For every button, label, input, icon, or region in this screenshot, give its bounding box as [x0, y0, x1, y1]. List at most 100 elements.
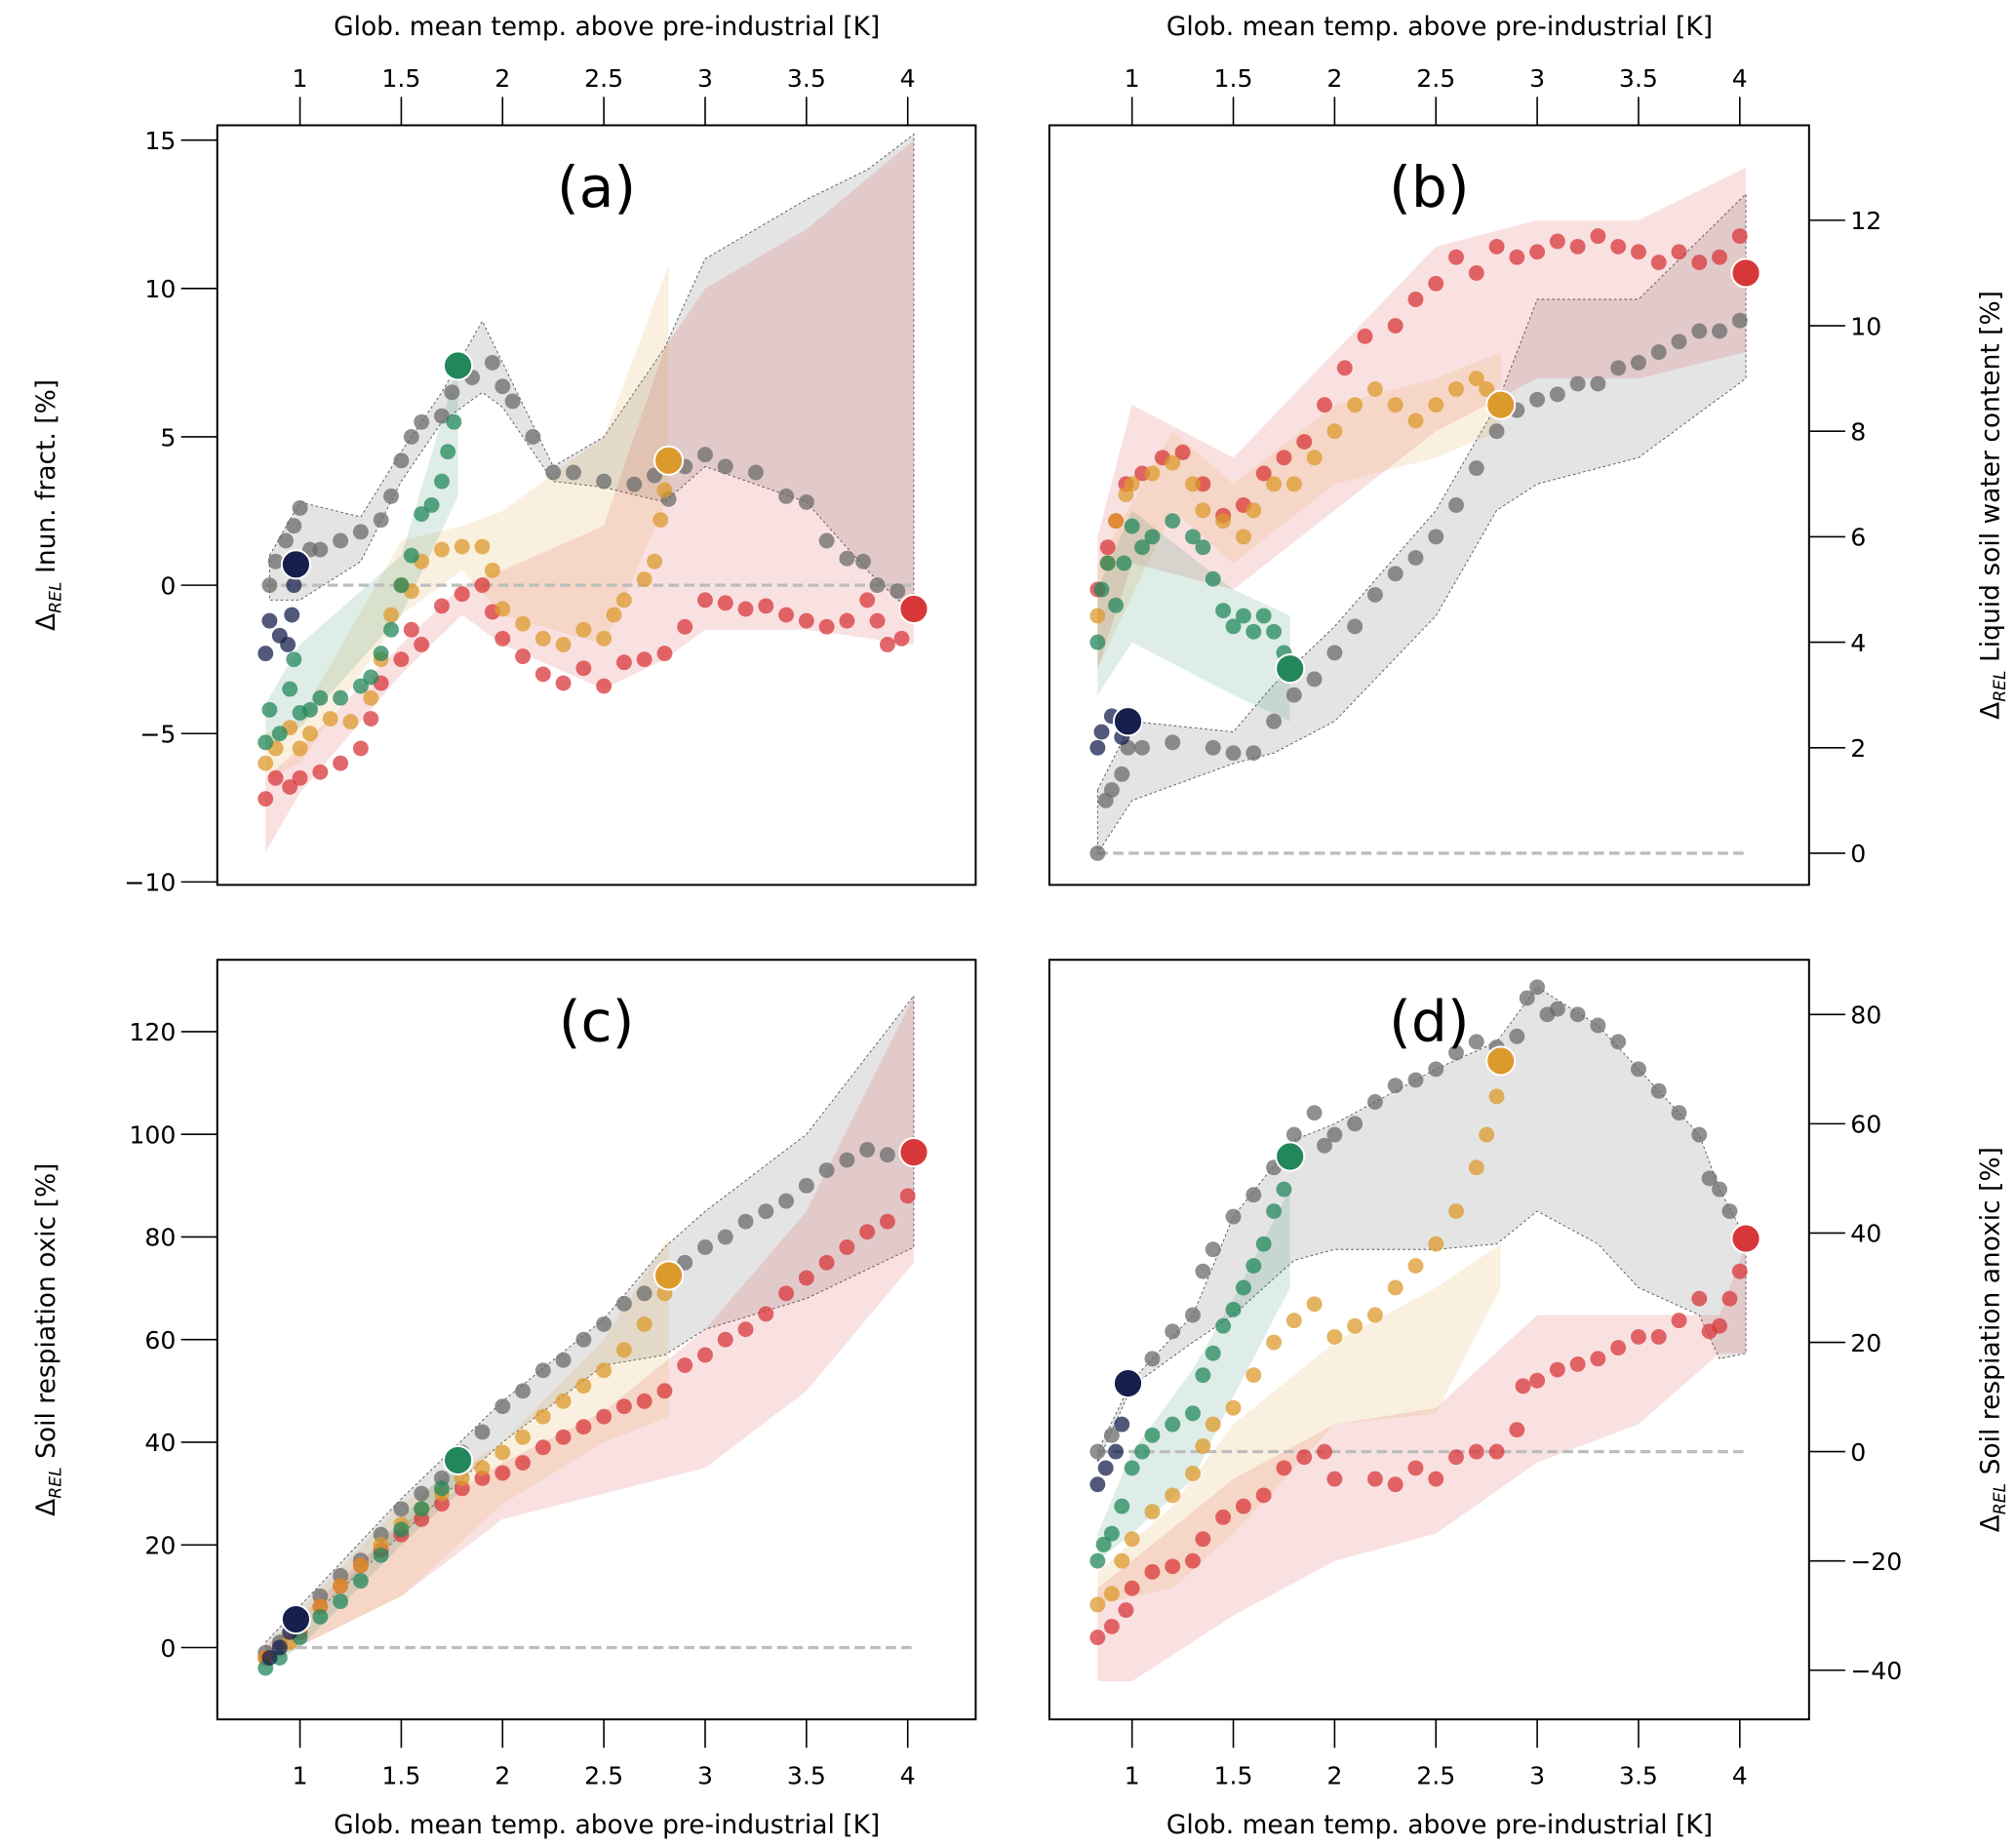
y-tick-label: −10 — [124, 869, 176, 897]
y-label-delta: Δ — [31, 613, 61, 631]
data-point-gray — [1428, 1061, 1444, 1078]
data-point-red — [1165, 1558, 1181, 1575]
data-point-red — [1296, 1449, 1313, 1466]
data-point-red — [1691, 255, 1708, 271]
data-point-navy — [280, 637, 296, 652]
data-point-red — [403, 621, 419, 638]
data-point-gray — [1468, 460, 1484, 477]
data-point-green — [1114, 1498, 1130, 1514]
axes-frame — [1048, 959, 1810, 1721]
data-point-gray — [545, 464, 562, 481]
data-point-orange — [1428, 397, 1444, 413]
data-point-gray — [278, 532, 294, 549]
data-point-orange — [1306, 1296, 1323, 1313]
x-tick-label: 4 — [900, 64, 916, 93]
data-point-gray — [1103, 1427, 1120, 1443]
data-point-orange — [342, 714, 359, 730]
data-point-gray — [1366, 1094, 1383, 1110]
data-point-red — [1529, 244, 1546, 260]
data-point-gray — [778, 488, 795, 504]
data-point-gray — [474, 1424, 491, 1440]
data-point-gray — [1631, 1061, 1646, 1078]
data-point-orange — [474, 538, 491, 555]
data-point-red — [363, 711, 379, 727]
data-point-red — [1089, 1630, 1106, 1646]
end-marker-orange — [1485, 1045, 1517, 1077]
x-tick-label: 2 — [494, 64, 510, 93]
y-label-subscript: REL — [46, 581, 65, 612]
data-point-green — [434, 1480, 450, 1497]
end-marker-navy — [1112, 706, 1144, 737]
data-point-gray — [525, 429, 541, 445]
end-marker-green — [443, 1444, 474, 1475]
data-point-gray — [596, 1316, 613, 1332]
band-red — [265, 139, 914, 852]
data-point-orange — [636, 1316, 652, 1332]
data-point-red — [869, 612, 886, 629]
data-point-red — [1650, 1328, 1667, 1345]
data-point-gray — [839, 550, 855, 567]
data-point-green — [1276, 1181, 1292, 1198]
data-point-gray — [1245, 745, 1262, 762]
x-tick-label: 3 — [697, 1761, 713, 1789]
data-point-red — [677, 618, 693, 635]
data-point-red — [1296, 434, 1313, 450]
data-point-gray — [1610, 1034, 1627, 1050]
data-point-green — [1235, 1279, 1251, 1296]
y-tick-label: 5 — [160, 423, 176, 452]
data-point-red — [1387, 1476, 1403, 1493]
band-orange — [1097, 1243, 1501, 1605]
data-point-green — [393, 1521, 410, 1538]
data-point-gray — [1610, 360, 1627, 376]
data-point-orange — [647, 553, 663, 570]
data-point-gray — [818, 532, 835, 549]
data-point-orange — [515, 615, 531, 632]
y-tick-label: 10 — [144, 275, 176, 303]
end-marker-orange — [653, 445, 685, 476]
data-point-gray — [697, 1239, 713, 1255]
data-point-gray — [1089, 1443, 1106, 1460]
data-point-red — [839, 612, 855, 629]
data-point-red — [1255, 465, 1272, 482]
data-point-gray — [444, 384, 460, 401]
data-point-red — [494, 630, 511, 647]
data-point-orange — [1266, 476, 1283, 492]
data-point-green — [1255, 1236, 1272, 1252]
data-point-green — [414, 1501, 430, 1517]
data-point-red — [1610, 1340, 1627, 1356]
data-point-red — [839, 1239, 855, 1255]
data-point-orange — [302, 726, 318, 742]
data-point-gray — [1165, 734, 1181, 751]
data-point-green — [1099, 555, 1116, 571]
x-tick-label: 2.5 — [584, 1761, 623, 1789]
data-point-gray — [737, 1213, 754, 1230]
data-point-red — [1468, 1443, 1484, 1460]
data-point-gray — [879, 1147, 895, 1163]
data-point-green — [257, 734, 274, 751]
x-tick-label: 2 — [1326, 64, 1342, 93]
data-point-gray — [1529, 979, 1546, 996]
data-point-orange — [1215, 513, 1232, 530]
data-point-red — [1515, 1378, 1531, 1394]
panel-b: (b) 1 1.5 2 2.5 3 3.5 4 Glob. mean temp. above p… — [1048, 12, 2010, 886]
y-tick-label: 0 — [1850, 1438, 1866, 1467]
data-point-orange — [575, 621, 592, 638]
x-tick-label: 2.5 — [1416, 64, 1455, 93]
data-point-gray — [1205, 739, 1221, 756]
data-point-gray — [1650, 344, 1667, 361]
x-axis-label: Glob. mean temp. above pre-industrial [K… — [1166, 1810, 1713, 1840]
data-point-gray — [697, 447, 713, 463]
data-point-orange — [292, 740, 308, 757]
data-point-orange — [1124, 1531, 1140, 1548]
data-point-orange — [555, 637, 572, 652]
data-point-orange — [322, 711, 338, 727]
data-point-orange — [1326, 423, 1343, 440]
data-point-red — [717, 595, 733, 611]
data-point-gray — [286, 518, 302, 534]
data-point-orange — [1326, 1328, 1343, 1345]
data-point-gray — [596, 473, 613, 490]
data-point-orange — [1479, 381, 1495, 397]
end-marker-green — [1275, 1141, 1306, 1172]
data-point-red — [758, 1306, 774, 1322]
data-point-green — [1215, 603, 1232, 619]
